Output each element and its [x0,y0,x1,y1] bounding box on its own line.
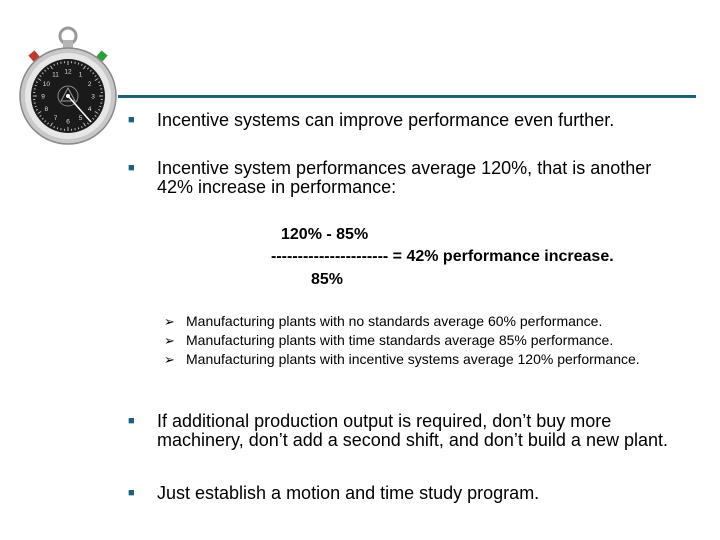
watch-tick [34,84,37,87]
square-bullet-icon: ■ [128,114,135,126]
watch-tick [86,67,89,70]
watch-tick [37,78,42,81]
bullet-text: Incentive system performances average 12… [157,158,652,197]
watch-number: 9 [41,93,45,100]
sub-bullet-text: Manufacturing plants with no standards a… [186,313,603,329]
watch-tick [92,117,95,120]
watch-tick [53,63,56,67]
watch-tick [97,108,101,111]
watch-tick [35,108,39,111]
arrow-bullet-icon: ➢ [164,352,175,367]
watch-tick [94,114,97,117]
watch-tick [83,65,86,70]
watch-tick [44,120,47,123]
watch-number: 5 [79,115,83,122]
watch-tick [47,122,50,125]
watch-tick [97,81,101,84]
watch-tick [53,125,56,129]
arrow-bullet-icon: ➢ [164,314,175,329]
watch-tick [44,69,47,72]
watch-tick [80,63,83,67]
watch-number: 2 [88,81,92,88]
watch-tick [56,62,59,65]
watch-tick [37,111,42,114]
sub-bullet-text: Manufacturing plants with incentive syst… [186,351,640,367]
bullet-text: If additional production output is requi… [157,411,668,450]
watch-tick [39,114,42,117]
watch-tick [94,111,99,114]
formula-numerator: 120% - 85% [281,226,369,243]
watch-number: 1 [79,72,83,79]
arrow-bullet-icon: ➢ [164,333,175,348]
watch-number: 3 [91,93,95,100]
watch-tick [99,105,102,108]
watch-tick [41,117,44,120]
watch-tick [56,127,59,130]
watch-tick [89,69,92,72]
watch-tick [77,127,80,130]
watch-tick [94,75,97,78]
watch-number: 8 [45,106,49,113]
watch-tick [77,62,80,65]
formula-denominator: 85% [311,271,344,288]
watch-number: 7 [54,115,58,122]
bullet-text: Just establish a motion and time study p… [157,483,540,503]
watch-tick [83,122,86,127]
watch-number: 10 [43,81,51,88]
watch-tick [86,122,89,125]
watch-tick [94,78,99,81]
watch-tick [39,75,42,78]
square-bullet-icon: ■ [128,487,135,499]
bullet-text: Incentive systems can improve performanc… [157,110,615,130]
header-rule [118,95,696,98]
watch-number: 11 [52,72,59,79]
watch-tick [41,72,44,75]
watch-tick [50,65,53,70]
watch-number: 4 [88,106,92,113]
watch-tick [50,122,53,127]
watch-tick [47,67,50,70]
watch-tick [99,84,102,87]
sub-bullet-text: Manufacturing plants with time standards… [186,332,614,348]
watch-number: 12 [64,68,72,75]
watch-tick [92,72,95,75]
watch-tick [35,81,39,84]
watch-number: 6 [66,118,70,125]
watch-tick [34,105,37,108]
watch-tick [80,125,83,129]
square-bullet-icon: ■ [128,415,135,427]
formula-fraction-line: ---------------------- = 42% performance… [271,248,614,265]
square-bullet-icon: ■ [128,162,135,174]
